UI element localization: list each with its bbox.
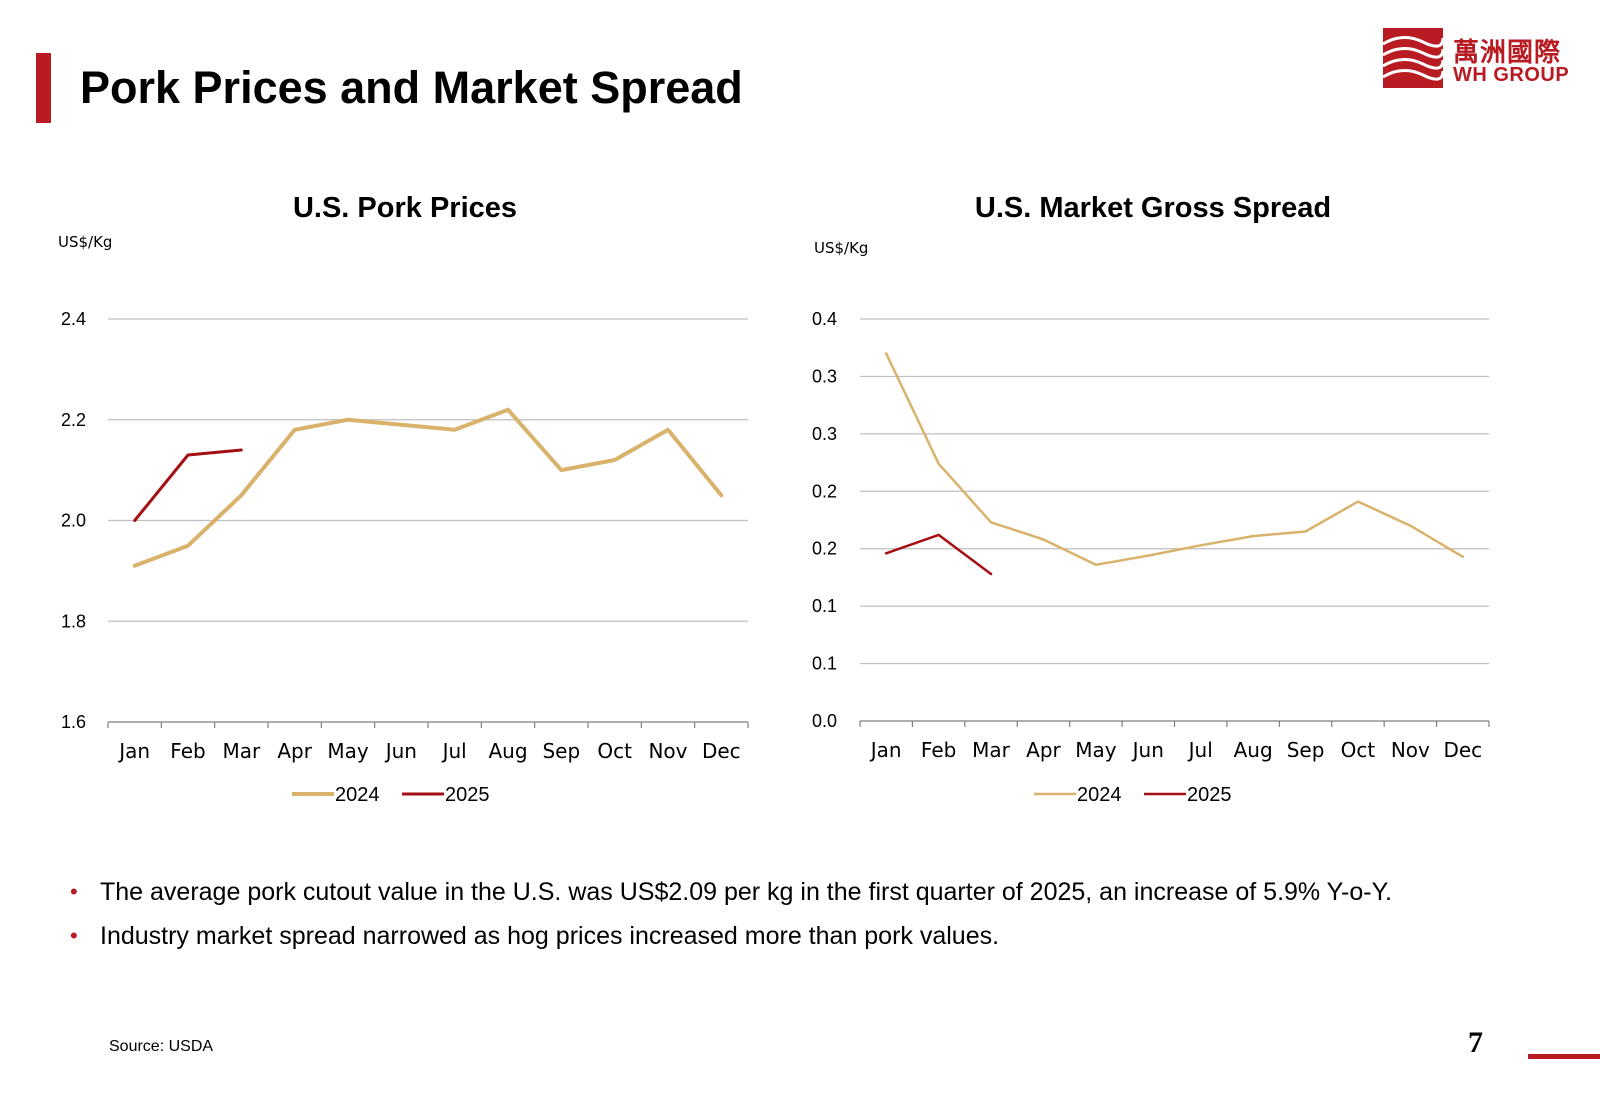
- x-tick-label: Feb: [170, 739, 205, 763]
- page-number: 7: [1468, 1026, 1483, 1059]
- logo-english-text: WH GROUP: [1453, 64, 1570, 86]
- y-tick-label: 0.3: [812, 366, 837, 386]
- company-logo: 萬洲國際 WH GROUP: [1382, 28, 1573, 92]
- legend-label: 2024: [335, 784, 380, 806]
- legend-label: 2025: [1187, 784, 1232, 806]
- data-point-2024: [613, 458, 616, 462]
- y-tick-label: 0.0: [812, 711, 837, 731]
- chart-title: U.S. Market Gross Spread: [975, 192, 1331, 224]
- bullet-list: • The average pork cutout value in the U…: [70, 870, 1392, 958]
- y-tick-label: 1.8: [61, 611, 86, 631]
- data-point-2024: [1251, 534, 1255, 538]
- bullet-marker: •: [70, 879, 78, 904]
- data-point-2024: [400, 423, 403, 426]
- y-tick-label: 0.4: [812, 309, 837, 329]
- x-tick-label: Jun: [1131, 738, 1164, 762]
- legend-label: 2024: [1077, 784, 1122, 806]
- data-point-2024: [1461, 555, 1464, 558]
- x-tick-label: Oct: [597, 739, 632, 763]
- data-point-2025: [186, 453, 190, 457]
- x-tick-label: Oct: [1341, 738, 1376, 762]
- chart-title: U.S. Pork Prices: [293, 192, 517, 224]
- data-point-2025: [885, 552, 888, 555]
- data-point-2025: [133, 519, 136, 522]
- x-tick-label: Jul: [1187, 738, 1213, 762]
- data-point-2024: [1356, 500, 1360, 503]
- x-tick-label: Aug: [488, 739, 527, 763]
- y-tick-label: 2.2: [61, 410, 86, 430]
- data-point-2024: [885, 352, 888, 355]
- data-point-2024: [1199, 544, 1202, 547]
- bullet-text: Industry market spread narrowed as hog p…: [100, 922, 1000, 950]
- title-accent-bar: [36, 53, 51, 123]
- x-tick-label: Sep: [542, 739, 580, 763]
- x-tick-label: Mar: [222, 739, 261, 763]
- source-note: Source: USDA: [109, 1038, 214, 1055]
- y-tick-label: 2.4: [61, 309, 86, 329]
- data-point-2024: [1094, 563, 1098, 566]
- data-point-2024: [346, 418, 350, 421]
- x-tick-label: Nov: [1391, 738, 1430, 762]
- x-tick-label: Apr: [1026, 738, 1061, 762]
- logo-chinese-text: 萬洲國際: [1453, 38, 1562, 68]
- x-tick-label: Aug: [1234, 738, 1273, 762]
- series-line-2024: [884, 352, 1465, 567]
- data-point-2024: [1042, 538, 1045, 541]
- data-point-2024: [1304, 530, 1307, 533]
- y-tick-label: 0.1: [812, 654, 837, 674]
- x-tick-label: Jan: [117, 739, 150, 763]
- data-point-2024: [666, 428, 670, 432]
- x-tick-label: Sep: [1287, 738, 1325, 762]
- bullet-marker: •: [70, 923, 78, 948]
- chart-pork-prices: U.S. Pork Prices US$/Kg 1.6 1.8 2.0 2.2 2.4 Jan…: [40, 180, 780, 830]
- data-point-2024: [240, 494, 243, 497]
- wave-logo-icon: [1382, 28, 1445, 88]
- x-tick-label: Jan: [869, 738, 902, 762]
- data-point-2024: [293, 428, 296, 432]
- x-tick-label: May: [327, 739, 369, 763]
- bullet-text: The average pork cutout value in the U.S…: [100, 878, 1392, 906]
- data-point-2024: [186, 544, 190, 547]
- x-tick-label: Feb: [921, 738, 956, 762]
- data-point-2024: [989, 521, 993, 524]
- x-tick-label: Mar: [972, 738, 1011, 762]
- data-point-2024: [720, 494, 723, 497]
- data-point-2024: [133, 564, 136, 568]
- chart-pork-prices-svg: U.S. Pork Prices US$/Kg 1.6 1.8 2.0 2.2 2.4 Jan…: [58, 192, 749, 806]
- chart-gross-spread: U.S. Market Gross Spread US$/Kg 0.0 0.1 0.1 0…: [812, 180, 1540, 830]
- y-tick-label: 2.0: [61, 511, 86, 531]
- chart-gross-spread-svg: U.S. Market Gross Spread US$/Kg 0.0 0.1 0.1 0…: [812, 192, 1490, 806]
- data-point-2024: [506, 408, 510, 411]
- x-tick-label: Jun: [384, 739, 417, 763]
- data-point-2024: [937, 462, 940, 465]
- series-line-2024: [132, 407, 724, 568]
- y-axis-unit-label: US$/Kg: [58, 233, 112, 251]
- y-tick-label: 0.1: [812, 596, 837, 616]
- data-point-2025: [240, 448, 243, 452]
- data-point-2024: [1409, 524, 1412, 527]
- y-tick-label: 1.6: [61, 712, 86, 732]
- data-point-2024: [560, 468, 563, 472]
- bullet-item: • Industry market spread narrowed as hog…: [70, 914, 1392, 958]
- x-tick-label: Jul: [441, 739, 467, 763]
- y-tick-label: 0.2: [812, 539, 837, 559]
- x-tick-label: Nov: [648, 739, 687, 763]
- y-tick-label: 0.2: [812, 481, 837, 501]
- page-number-accent-line: [1528, 1054, 1600, 1059]
- x-tick-label: Dec: [1443, 738, 1482, 762]
- data-point-2025: [937, 533, 940, 537]
- x-tick-label: Apr: [277, 739, 312, 763]
- page-title: Pork Prices and Market Spread: [80, 62, 743, 113]
- series-line-2025: [884, 533, 993, 576]
- x-tick-label: Dec: [702, 739, 741, 763]
- data-point-2025: [989, 572, 993, 576]
- legend-label: 2025: [445, 784, 490, 806]
- y-axis-unit-label: US$/Kg: [814, 239, 868, 257]
- data-point-2024: [1147, 554, 1150, 557]
- data-point-2024: [453, 428, 456, 432]
- y-tick-label: 0.3: [812, 424, 837, 444]
- bullet-item: • The average pork cutout value in the U…: [70, 870, 1392, 914]
- x-tick-label: May: [1075, 738, 1117, 762]
